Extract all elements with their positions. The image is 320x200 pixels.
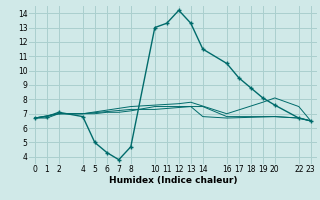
X-axis label: Humidex (Indice chaleur): Humidex (Indice chaleur) bbox=[108, 176, 237, 185]
